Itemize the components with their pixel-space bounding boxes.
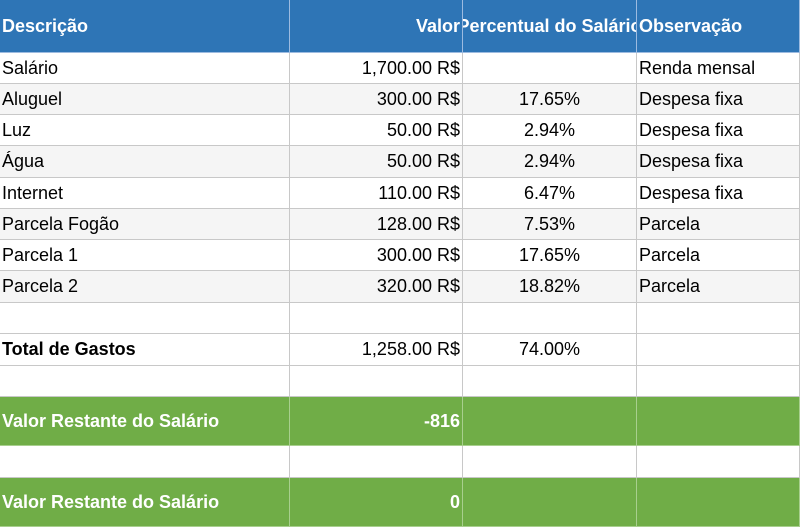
cell: Despesa fixa [637, 146, 800, 178]
cell [0, 366, 290, 397]
cell [637, 303, 800, 334]
cell: Parcela 2 [0, 271, 290, 303]
cell [637, 446, 800, 478]
cell [637, 334, 800, 366]
cell: Aluguel [0, 84, 290, 115]
cell: Total de Gastos [0, 334, 290, 366]
header-cell: Descrição [0, 0, 290, 53]
cell: 17.65% [463, 240, 637, 271]
cell: Parcela [637, 209, 800, 240]
cell: Despesa fixa [637, 178, 800, 209]
cell: 0 [290, 478, 463, 527]
cell: 50.00 R$ [290, 146, 463, 178]
cell: 300.00 R$ [290, 84, 463, 115]
cell [463, 53, 637, 84]
cell: 18.82% [463, 271, 637, 303]
cell [463, 366, 637, 397]
cell: Água [0, 146, 290, 178]
header-cell: Percentual do Salário [463, 0, 637, 53]
header-cell: Observação [637, 0, 800, 53]
cell: Salário [0, 53, 290, 84]
cell: 320.00 R$ [290, 271, 463, 303]
cell: 50.00 R$ [290, 115, 463, 146]
cell: Valor Restante do Salário [0, 478, 290, 527]
cell: Internet [0, 178, 290, 209]
cell [637, 397, 800, 446]
cell [290, 303, 463, 334]
cell [0, 446, 290, 478]
cell: 6.47% [463, 178, 637, 209]
cell [0, 303, 290, 334]
cell: Renda mensal [637, 53, 800, 84]
cell: 300.00 R$ [290, 240, 463, 271]
cell: Parcela Fogão [0, 209, 290, 240]
cell: 1,700.00 R$ [290, 53, 463, 84]
cell: 17.65% [463, 84, 637, 115]
cell: 110.00 R$ [290, 178, 463, 209]
cell: 7.53% [463, 209, 637, 240]
cell [463, 303, 637, 334]
cell [637, 478, 800, 527]
cell: -816 [290, 397, 463, 446]
cell: Parcela [637, 271, 800, 303]
cell: 2.94% [463, 146, 637, 178]
cell: 128.00 R$ [290, 209, 463, 240]
cell: Valor Restante do Salário [0, 397, 290, 446]
cell: Luz [0, 115, 290, 146]
header-cell: Valor [290, 0, 463, 53]
cell: Parcela [637, 240, 800, 271]
cell: 2.94% [463, 115, 637, 146]
cell [290, 366, 463, 397]
cell: Parcela 1 [0, 240, 290, 271]
cell [637, 366, 800, 397]
cell [463, 397, 637, 446]
cell [463, 478, 637, 527]
cell [463, 446, 637, 478]
cell [290, 446, 463, 478]
cell: Despesa fixa [637, 115, 800, 146]
cell: 74.00% [463, 334, 637, 366]
cell: 1,258.00 R$ [290, 334, 463, 366]
cell: Despesa fixa [637, 84, 800, 115]
